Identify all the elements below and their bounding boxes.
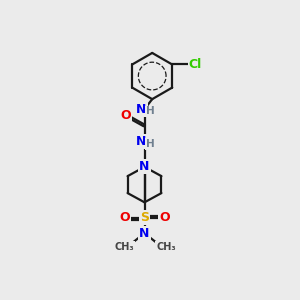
Text: N: N	[139, 226, 150, 240]
Text: CH₃: CH₃	[156, 242, 176, 252]
Text: N: N	[136, 135, 147, 148]
Text: O: O	[159, 211, 170, 224]
Text: CH₃: CH₃	[115, 242, 134, 252]
Text: O: O	[121, 109, 131, 122]
Text: N: N	[136, 103, 147, 116]
Text: H: H	[146, 106, 154, 116]
Text: H: H	[146, 139, 154, 149]
Text: Cl: Cl	[189, 58, 202, 71]
Text: S: S	[140, 211, 149, 224]
Text: N: N	[139, 160, 150, 173]
Text: O: O	[119, 211, 130, 224]
